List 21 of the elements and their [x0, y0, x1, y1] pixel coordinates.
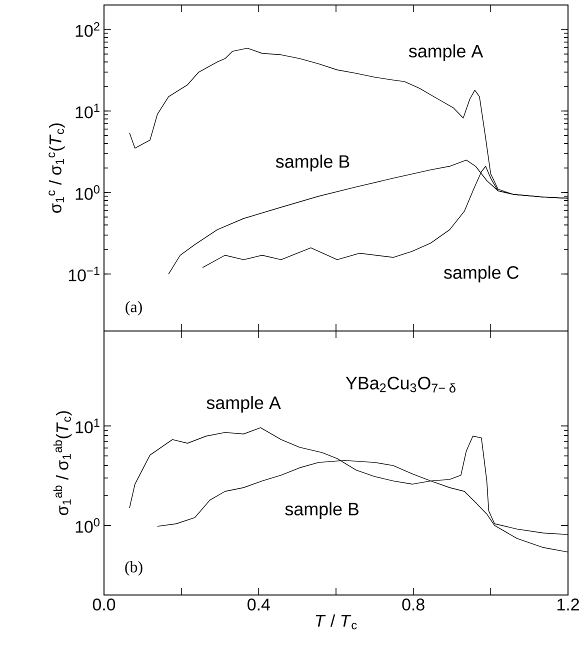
annotation: (b) [125, 561, 142, 576]
x-tick-label: 0.4 [248, 598, 270, 611]
x-tick-label: 1.2 [558, 598, 579, 610]
x-axis-title: T / T$_{c}$ [316, 614, 357, 630]
y-tick-label: 10$^{2}$ [76, 22, 100, 37]
series-label: sample A [206, 396, 281, 413]
series-label: sample B [285, 502, 358, 519]
annotation: YBa$_{2}$Cu$_{3}$O$_{7− δ}$ [346, 376, 456, 393]
annotation: (a) [126, 301, 142, 316]
y-tick-label: 10$^{1}$ [76, 418, 100, 434]
series-label: sample A [408, 44, 484, 62]
y-tick-label: 10$^{0}$ [76, 185, 100, 200]
y-tick-label: 10$^{0}$ [76, 518, 100, 533]
text: σ$_{1}$$^{c}$ / σ$_{1}$$^{c}$(T$_{c}$) [48, 123, 65, 213]
legend-label: sample C [444, 266, 519, 282]
y-tick-label: 10$^{−1}$ [68, 266, 100, 282]
y-tick-label: 10$^{1}$ [76, 104, 100, 118]
text: σ$_{1}$$^{ab}$ / σ$_{1}$$^{ab}$(T$_{c}$) [53, 411, 72, 516]
x-tick-label: 0.0 [92, 598, 116, 611]
series-label: sample B [276, 154, 350, 172]
x-tick-label: 0.8 [402, 598, 424, 611]
